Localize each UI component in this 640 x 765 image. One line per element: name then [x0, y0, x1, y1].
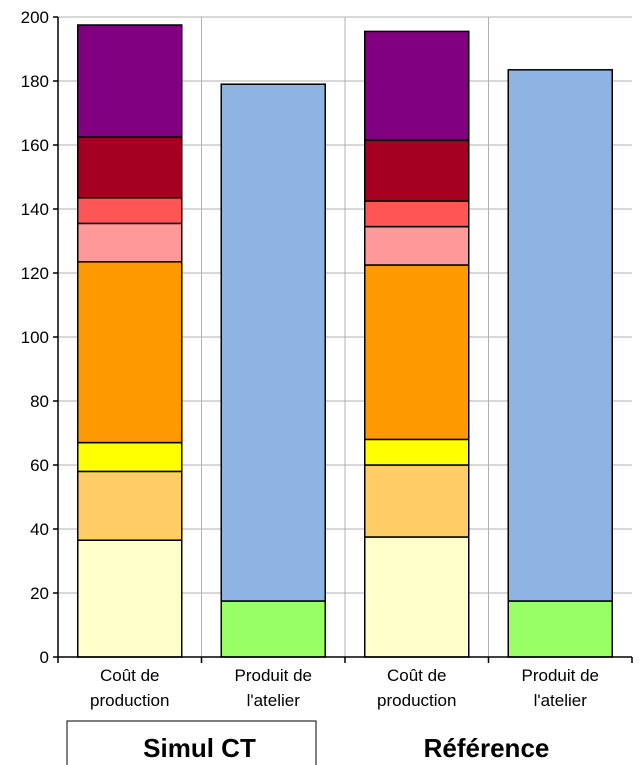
category-label-3-0: Produit de	[522, 666, 600, 685]
category-label-2-1: production	[377, 691, 456, 710]
bar-segment-2-7	[365, 31, 469, 140]
bar-segment-3-9	[508, 70, 612, 601]
y-tick-label-20: 20	[30, 584, 49, 603]
y-tick-label-80: 80	[30, 392, 49, 411]
group-labels: Simul CT Référence	[67, 721, 549, 765]
group-label-0: Simul CT	[143, 733, 256, 763]
bar-segment-0-7	[78, 25, 182, 137]
y-tick-label-40: 40	[30, 520, 49, 539]
category-label-3-1: l'atelier	[534, 691, 588, 710]
y-tick-label-140: 140	[21, 200, 49, 219]
bar-segment-2-5	[365, 201, 469, 227]
y-tick-labels: 0 20 40 60 80 100 120 140 160 180 200	[21, 8, 49, 667]
bar-segment-0-0	[78, 540, 182, 657]
bar-segment-0-5	[78, 198, 182, 224]
bar-segment-3-8	[508, 601, 612, 657]
category-label-1-0: Produit de	[235, 666, 313, 685]
bar-segment-0-6	[78, 137, 182, 198]
bar-segment-2-0	[365, 537, 469, 657]
bar-segment-2-1	[365, 465, 469, 537]
bar-segment-2-4	[365, 227, 469, 265]
group-label-1: Référence	[424, 733, 550, 763]
y-tick-label-120: 120	[21, 264, 49, 283]
bar-segment-0-3	[78, 262, 182, 443]
category-label-0-0: Coût de	[100, 666, 160, 685]
x-category-labels: Coût de production Produit de l'atelier Coût…	[90, 666, 599, 710]
y-tick-label-160: 160	[21, 136, 49, 155]
bar-segment-1-9	[221, 84, 325, 601]
bar-segment-2-6	[365, 140, 469, 201]
bar-segment-0-2	[78, 443, 182, 472]
bar-segment-2-3	[365, 265, 469, 439]
y-tick-label-200: 200	[21, 8, 49, 27]
y-tick-label-0: 0	[40, 648, 49, 667]
y-tick-label-60: 60	[30, 456, 49, 475]
category-label-1-1: l'atelier	[247, 691, 301, 710]
bar-segment-1-8	[221, 601, 325, 657]
y-tick-label-100: 100	[21, 328, 49, 347]
bar-segment-0-1	[78, 471, 182, 540]
category-label-0-1: production	[90, 691, 169, 710]
bar-segment-0-4	[78, 223, 182, 261]
category-label-2-0: Coût de	[387, 666, 447, 685]
bar-segment-2-2	[365, 439, 469, 465]
y-tick-label-180: 180	[21, 72, 49, 91]
